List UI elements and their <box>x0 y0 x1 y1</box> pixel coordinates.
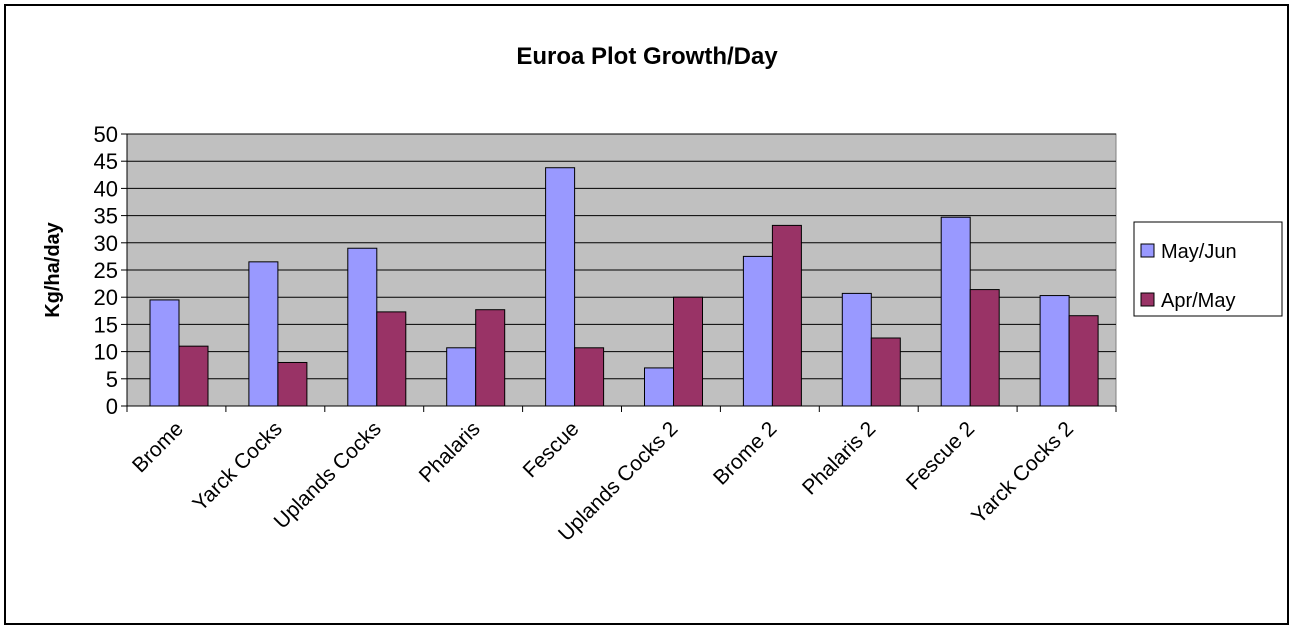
chart-title: Euroa Plot Growth/Day <box>516 43 778 70</box>
y-tick-label: 5 <box>106 367 118 392</box>
y-tick-label: 30 <box>94 231 118 256</box>
bar <box>870 337 901 407</box>
y-axis-label: Kg/ha/day <box>42 221 64 317</box>
bar <box>1068 315 1099 407</box>
bar <box>277 361 308 407</box>
bar <box>742 255 773 407</box>
bar <box>149 299 180 407</box>
y-tick-label: 45 <box>94 149 118 174</box>
legend-label: Apr/May <box>1161 290 1235 312</box>
bar <box>644 367 674 407</box>
bar <box>841 292 872 407</box>
y-tick-label: 40 <box>94 176 118 201</box>
bar <box>969 289 1000 407</box>
bar <box>1039 295 1070 407</box>
legend-label: May/Jun <box>1161 241 1237 263</box>
legend <box>1133 221 1283 317</box>
y-tick-label: 50 <box>94 122 118 147</box>
bar <box>376 311 407 407</box>
bar <box>347 247 378 407</box>
legend-swatch <box>1140 243 1155 258</box>
y-tick-label: 35 <box>94 204 118 229</box>
y-tick-label: 20 <box>94 285 118 310</box>
legend-swatch <box>1140 292 1155 307</box>
bar <box>673 296 703 407</box>
bar <box>545 167 576 407</box>
bar <box>446 347 477 407</box>
bar <box>574 347 605 407</box>
y-tick-label: 25 <box>94 258 118 283</box>
y-tick-label: 10 <box>94 340 118 365</box>
bar <box>940 216 971 407</box>
y-tick-label: 0 <box>106 394 118 419</box>
y-tick-label: 15 <box>94 312 118 337</box>
bar <box>475 309 506 407</box>
bar <box>771 224 802 407</box>
bar <box>178 345 209 407</box>
bar <box>248 261 279 407</box>
